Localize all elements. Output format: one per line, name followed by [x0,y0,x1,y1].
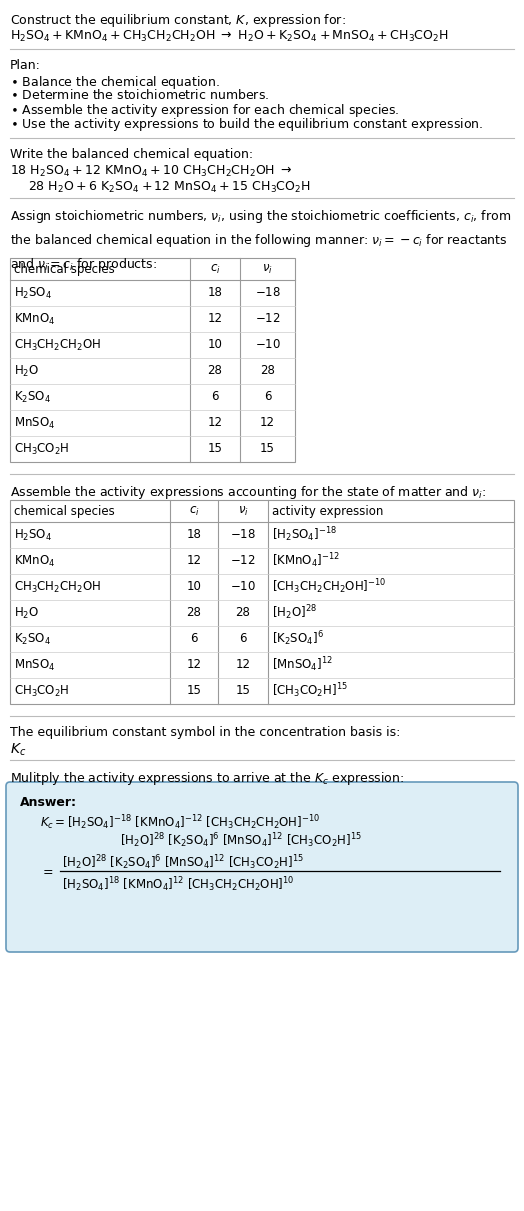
Text: $\nu_i$: $\nu_i$ [262,263,273,276]
Text: 28: 28 [208,365,222,378]
Text: 6: 6 [211,390,219,403]
Text: $\mathrm{H_2O}$: $\mathrm{H_2O}$ [14,363,39,379]
Text: $\bullet$ Balance the chemical equation.: $\bullet$ Balance the chemical equation. [10,74,220,91]
Text: $=$: $=$ [40,865,53,878]
Text: Assign stoichiometric numbers, $\nu_i$, using the stoichiometric coefficients, $: Assign stoichiometric numbers, $\nu_i$, … [10,208,511,274]
Text: $\mathrm{18\ H_2SO_4 + 12\ KMnO_4 + 10\ CH_3CH_2CH_2OH\ \rightarrow}$: $\mathrm{18\ H_2SO_4 + 12\ KMnO_4 + 10\ … [10,163,293,179]
Text: $\mathrm{CH_3CH_2CH_2OH}$: $\mathrm{CH_3CH_2CH_2OH}$ [14,579,101,595]
Text: $\mathrm{K_2SO_4}$: $\mathrm{K_2SO_4}$ [14,631,51,647]
Text: $-18$: $-18$ [230,528,256,541]
Text: $\bullet$ Use the activity expressions to build the equilibrium constant express: $\bullet$ Use the activity expressions t… [10,116,483,133]
Text: $[\mathrm{H_2SO_4}]^{-18}$: $[\mathrm{H_2SO_4}]^{-18}$ [272,526,337,545]
Text: $\mathrm{MnSO_4}$: $\mathrm{MnSO_4}$ [14,658,55,672]
Text: Plan:: Plan: [10,59,41,71]
Text: $\mathrm{CH_3CO_2H}$: $\mathrm{CH_3CO_2H}$ [14,442,70,457]
Text: chemical species: chemical species [14,263,115,275]
Text: $\mathrm{28\ H_2O + 6\ K_2SO_4 + 12\ MnSO_4 + 15\ CH_3CO_2H}$: $\mathrm{28\ H_2O + 6\ K_2SO_4 + 12\ MnS… [28,180,311,195]
Text: $\mathrm{CH_3CH_2CH_2OH}$: $\mathrm{CH_3CH_2CH_2OH}$ [14,338,101,352]
Text: 12: 12 [208,312,223,326]
Text: Assemble the activity expressions accounting for the state of matter and $\nu_i$: Assemble the activity expressions accoun… [10,484,486,501]
Text: $\mathrm{H_2SO_4}$: $\mathrm{H_2SO_4}$ [14,528,52,543]
Text: 18: 18 [187,528,201,541]
Text: Write the balanced chemical equation:: Write the balanced chemical equation: [10,148,253,161]
Text: $-12$: $-12$ [255,312,280,326]
Text: 10: 10 [187,580,201,593]
Text: $[\mathrm{CH_3CO_2H}]^{15}$: $[\mathrm{CH_3CO_2H}]^{15}$ [272,682,348,700]
Text: $-12$: $-12$ [230,555,256,568]
Text: $[\mathrm{H_2O}]^{28}\ [\mathrm{K_2SO_4}]^{6}\ [\mathrm{MnSO_4}]^{12}\ [\mathrm{: $[\mathrm{H_2O}]^{28}\ [\mathrm{K_2SO_4}… [120,831,362,850]
Text: activity expression: activity expression [272,505,384,517]
Text: $\bullet$ Assemble the activity expression for each chemical species.: $\bullet$ Assemble the activity expressi… [10,102,399,119]
Text: $[\mathrm{MnSO_4}]^{12}$: $[\mathrm{MnSO_4}]^{12}$ [272,655,333,675]
Text: $K_c$: $K_c$ [10,742,26,758]
Text: $-10$: $-10$ [255,339,280,351]
Text: Answer:: Answer: [20,796,77,809]
Text: $c_i$: $c_i$ [210,263,221,276]
Text: $\mathrm{H_2SO_4 + KMnO_4 + CH_3CH_2CH_2OH}\mathrm{\ \rightarrow\ H_2O + K_2SO_4: $\mathrm{H_2SO_4 + KMnO_4 + CH_3CH_2CH_2… [10,29,449,44]
Text: 6: 6 [264,390,271,403]
Text: 28: 28 [260,365,275,378]
Text: 15: 15 [236,684,250,698]
Text: $[\mathrm{CH_3CH_2CH_2OH}]^{-10}$: $[\mathrm{CH_3CH_2CH_2OH}]^{-10}$ [272,578,386,596]
Text: 28: 28 [187,607,201,620]
Text: $[\mathrm{H_2SO_4}]^{18}\ [\mathrm{KMnO_4}]^{12}\ [\mathrm{CH_3CH_2CH_2OH}]^{10}: $[\mathrm{H_2SO_4}]^{18}\ [\mathrm{KMnO_… [62,876,294,894]
Text: Construct the equilibrium constant, $K$, expression for:: Construct the equilibrium constant, $K$,… [10,12,346,29]
Text: $\nu_i$: $\nu_i$ [237,505,248,517]
Text: 12: 12 [187,555,202,568]
Text: 12: 12 [208,417,223,430]
Text: $c_i$: $c_i$ [189,505,199,517]
Text: $\mathrm{H_2O}$: $\mathrm{H_2O}$ [14,606,39,620]
Text: 12: 12 [235,659,250,672]
Text: $K_c = [\mathrm{H_2SO_4}]^{-18}\ [\mathrm{KMnO_4}]^{-12}\ [\mathrm{CH_3CH_2CH_2O: $K_c = [\mathrm{H_2SO_4}]^{-18}\ [\mathr… [40,813,320,832]
Text: $\bullet$ Determine the stoichiometric numbers.: $\bullet$ Determine the stoichiometric n… [10,88,269,102]
Text: $\mathrm{MnSO_4}$: $\mathrm{MnSO_4}$ [14,415,55,431]
Text: 15: 15 [260,442,275,455]
Text: $-10$: $-10$ [230,580,256,593]
Text: 6: 6 [239,632,247,645]
Text: $[\mathrm{H_2O}]^{28}\ [\mathrm{K_2SO_4}]^{6}\ [\mathrm{MnSO_4}]^{12}\ [\mathrm{: $[\mathrm{H_2O}]^{28}\ [\mathrm{K_2SO_4}… [62,853,304,872]
Text: $\mathrm{KMnO_4}$: $\mathrm{KMnO_4}$ [14,553,56,568]
Text: 6: 6 [190,632,198,645]
Text: 10: 10 [208,339,222,351]
Text: $\mathrm{K_2SO_4}$: $\mathrm{K_2SO_4}$ [14,390,51,404]
Text: $\mathrm{H_2SO_4}$: $\mathrm{H_2SO_4}$ [14,286,52,300]
Text: 15: 15 [208,442,222,455]
Text: $\mathrm{KMnO_4}$: $\mathrm{KMnO_4}$ [14,311,56,327]
Text: 12: 12 [187,659,202,672]
Text: $\mathrm{CH_3CO_2H}$: $\mathrm{CH_3CO_2H}$ [14,683,70,699]
Text: 15: 15 [187,684,201,698]
Text: 12: 12 [260,417,275,430]
Bar [10,500,514,704]
Text: 18: 18 [208,287,222,299]
Text: $[\mathrm{K_2SO_4}]^{6}$: $[\mathrm{K_2SO_4}]^{6}$ [272,630,324,648]
Bar [10,258,295,463]
Text: Mulitply the activity expressions to arrive at the $K_c$ expression:: Mulitply the activity expressions to arr… [10,770,405,787]
Text: chemical species: chemical species [14,505,115,517]
FancyBboxPatch shape [6,782,518,952]
Text: $[\mathrm{KMnO_4}]^{-12}$: $[\mathrm{KMnO_4}]^{-12}$ [272,552,340,570]
Text: 28: 28 [236,607,250,620]
Text: $-18$: $-18$ [255,287,280,299]
Text: $[\mathrm{H_2O}]^{28}$: $[\mathrm{H_2O}]^{28}$ [272,603,317,622]
Text: The equilibrium constant symbol in the concentration basis is:: The equilibrium constant symbol in the c… [10,727,400,739]
